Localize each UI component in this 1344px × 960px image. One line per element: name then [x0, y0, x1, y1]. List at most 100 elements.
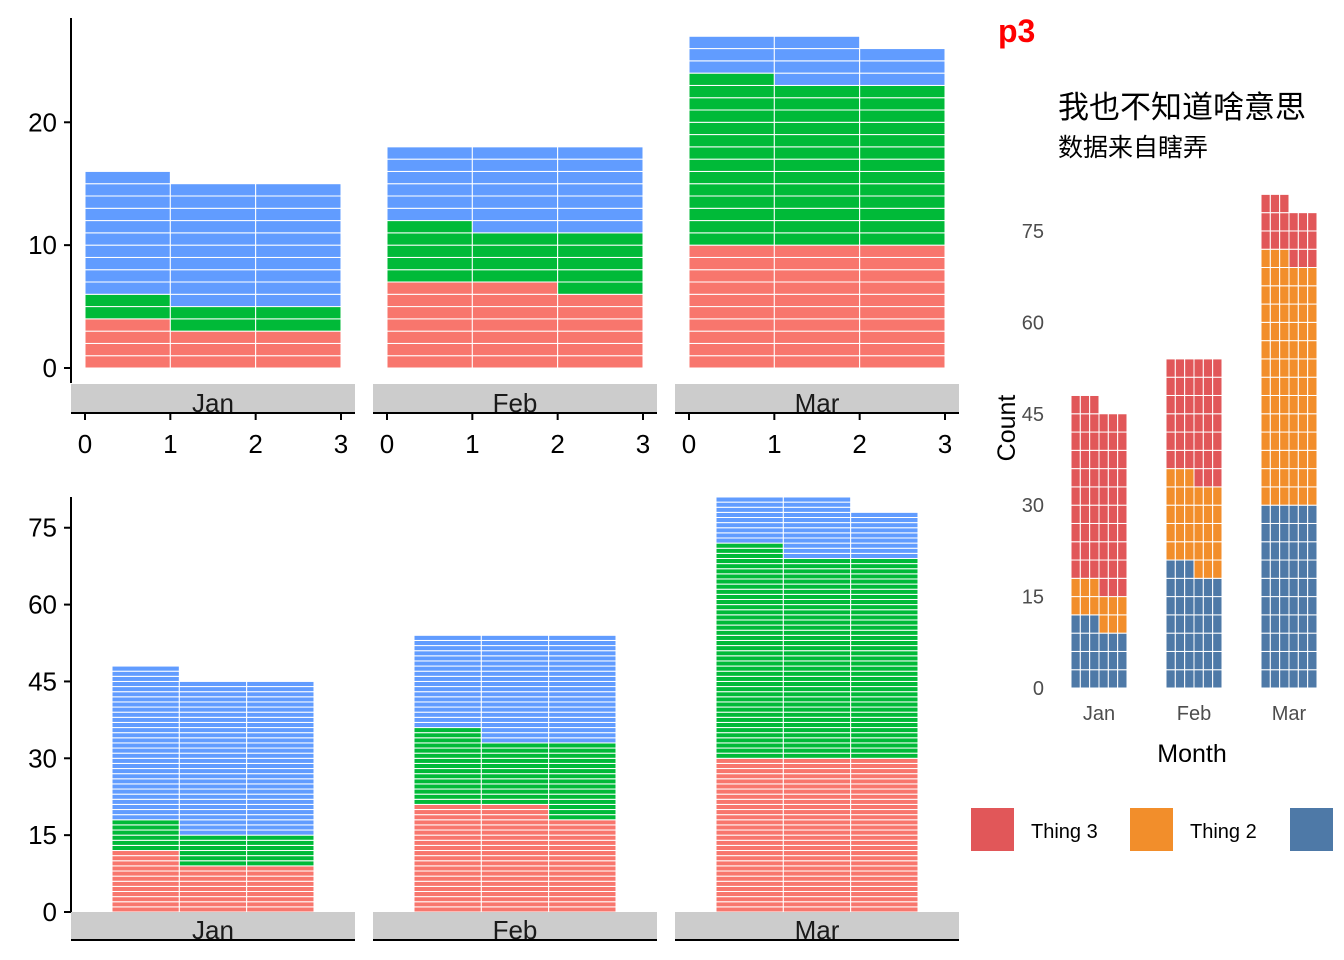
p3-waffle-cell — [1117, 632, 1128, 652]
waffle-cell — [782, 588, 852, 595]
waffle-cell — [548, 737, 617, 744]
p3-waffle-cell — [1212, 449, 1223, 470]
waffle-cell — [413, 711, 482, 718]
waffle-cell — [715, 834, 784, 841]
legend-key — [1130, 808, 1173, 851]
waffle-cell — [471, 170, 559, 185]
p3-waffle-cell — [1089, 468, 1100, 488]
waffle-cell — [480, 639, 550, 647]
waffle-cell — [413, 721, 482, 729]
waffle-cell — [548, 773, 617, 780]
p3-waffle-cell — [1089, 504, 1100, 524]
waffle-cell — [246, 839, 315, 846]
p3-waffle-cell — [1288, 504, 1299, 524]
waffle-cell — [548, 844, 617, 852]
waffle-cell — [480, 834, 550, 841]
p3-y-tick-label: 45 — [1022, 404, 1044, 426]
waffle-cell — [859, 48, 946, 62]
p3-waffle-cell — [1269, 321, 1281, 342]
p3-waffle-cell — [1184, 468, 1195, 488]
p3-waffle-cell — [1260, 394, 1271, 415]
p3-waffle-cell — [1202, 431, 1214, 451]
p3-waffle-cell — [1089, 486, 1100, 506]
waffle-cell — [850, 742, 919, 749]
p3-waffle-cell — [1288, 413, 1299, 433]
p3-waffle-cell — [1165, 559, 1176, 579]
p3-waffle-cell — [1184, 486, 1195, 506]
waffle-cell — [688, 97, 775, 111]
waffle-cell — [178, 850, 248, 857]
waffle-cell — [471, 330, 559, 344]
waffle-cell — [688, 281, 775, 295]
waffle-cell — [850, 834, 919, 841]
p3-waffle-cell — [1070, 449, 1081, 470]
waffle-cell — [480, 680, 550, 688]
p3-waffle-cell — [1079, 468, 1091, 488]
waffle-cell — [413, 737, 482, 744]
waffle-cell — [773, 195, 861, 209]
p3-waffle-cell — [1070, 486, 1081, 506]
p3-waffle-cell — [1260, 267, 1271, 287]
waffle-cell — [480, 855, 550, 862]
waffle-cell — [782, 593, 852, 600]
waffle-cell — [782, 768, 852, 775]
waffle-cell — [255, 195, 342, 209]
waffle-cell — [111, 768, 180, 775]
p3-waffle-cell — [1174, 394, 1186, 415]
waffle-cell — [548, 680, 617, 688]
waffle-cell — [782, 598, 852, 606]
p3-waffle-cell — [1089, 394, 1100, 415]
waffle-cell — [782, 680, 852, 688]
waffle-cell — [480, 824, 550, 831]
p3-waffle-cell — [1098, 614, 1109, 634]
p3-waffle-cell — [1297, 285, 1309, 305]
waffle-cell — [782, 798, 852, 805]
waffle-cell — [480, 675, 550, 682]
waffle-cell — [782, 839, 852, 846]
waffle-cell — [480, 783, 550, 790]
p3-waffle-cell — [1269, 614, 1281, 634]
waffle-cell — [178, 798, 248, 805]
p3-waffle-cell — [1174, 522, 1186, 543]
waffle-cell — [413, 839, 482, 846]
p3-subtitle: 数据来自瞎弄 — [1058, 133, 1208, 162]
p3-waffle-cell — [1260, 669, 1271, 689]
waffle-cell — [246, 680, 315, 688]
waffle-cell — [169, 306, 257, 320]
waffle-cell — [246, 711, 315, 718]
waffle-cell — [557, 330, 644, 344]
waffle-cell — [169, 330, 257, 344]
waffle-cell — [688, 170, 775, 185]
p3-waffle-cell — [1260, 449, 1271, 470]
waffle-cell — [413, 901, 482, 908]
waffle-cell — [773, 232, 861, 246]
waffle-cell — [850, 896, 919, 903]
waffle-cell — [413, 639, 482, 647]
waffle-cell — [111, 716, 180, 723]
waffle-cell — [386, 330, 473, 344]
p3-y-tick-label: 15 — [1022, 587, 1044, 609]
waffle-cell — [246, 865, 315, 872]
p3-waffle-cell — [1117, 650, 1128, 671]
x-tick-label: 1 — [163, 429, 177, 459]
p3-waffle-cell — [1269, 504, 1281, 524]
waffle-cell — [471, 146, 559, 160]
waffle-cell — [178, 742, 248, 749]
p3-waffle-cell — [1297, 248, 1309, 269]
p3-waffle-cell — [1279, 358, 1290, 378]
waffle-cell — [715, 537, 784, 544]
waffle-cell — [255, 330, 342, 344]
waffle-cell — [84, 293, 171, 308]
waffle-cell — [548, 870, 617, 877]
waffle-cell — [178, 732, 248, 739]
waffle-cell — [782, 747, 852, 754]
waffle-cell — [255, 183, 342, 197]
p3-waffle-cell — [1193, 596, 1204, 616]
waffle-cell — [557, 146, 644, 160]
waffle-cell — [688, 256, 775, 271]
waffle-cell — [548, 783, 617, 790]
p3-waffle-cell — [1297, 541, 1309, 561]
p3-waffle-cell — [1212, 577, 1223, 598]
facet-jan — [84, 170, 342, 369]
waffle-cell — [859, 170, 946, 185]
